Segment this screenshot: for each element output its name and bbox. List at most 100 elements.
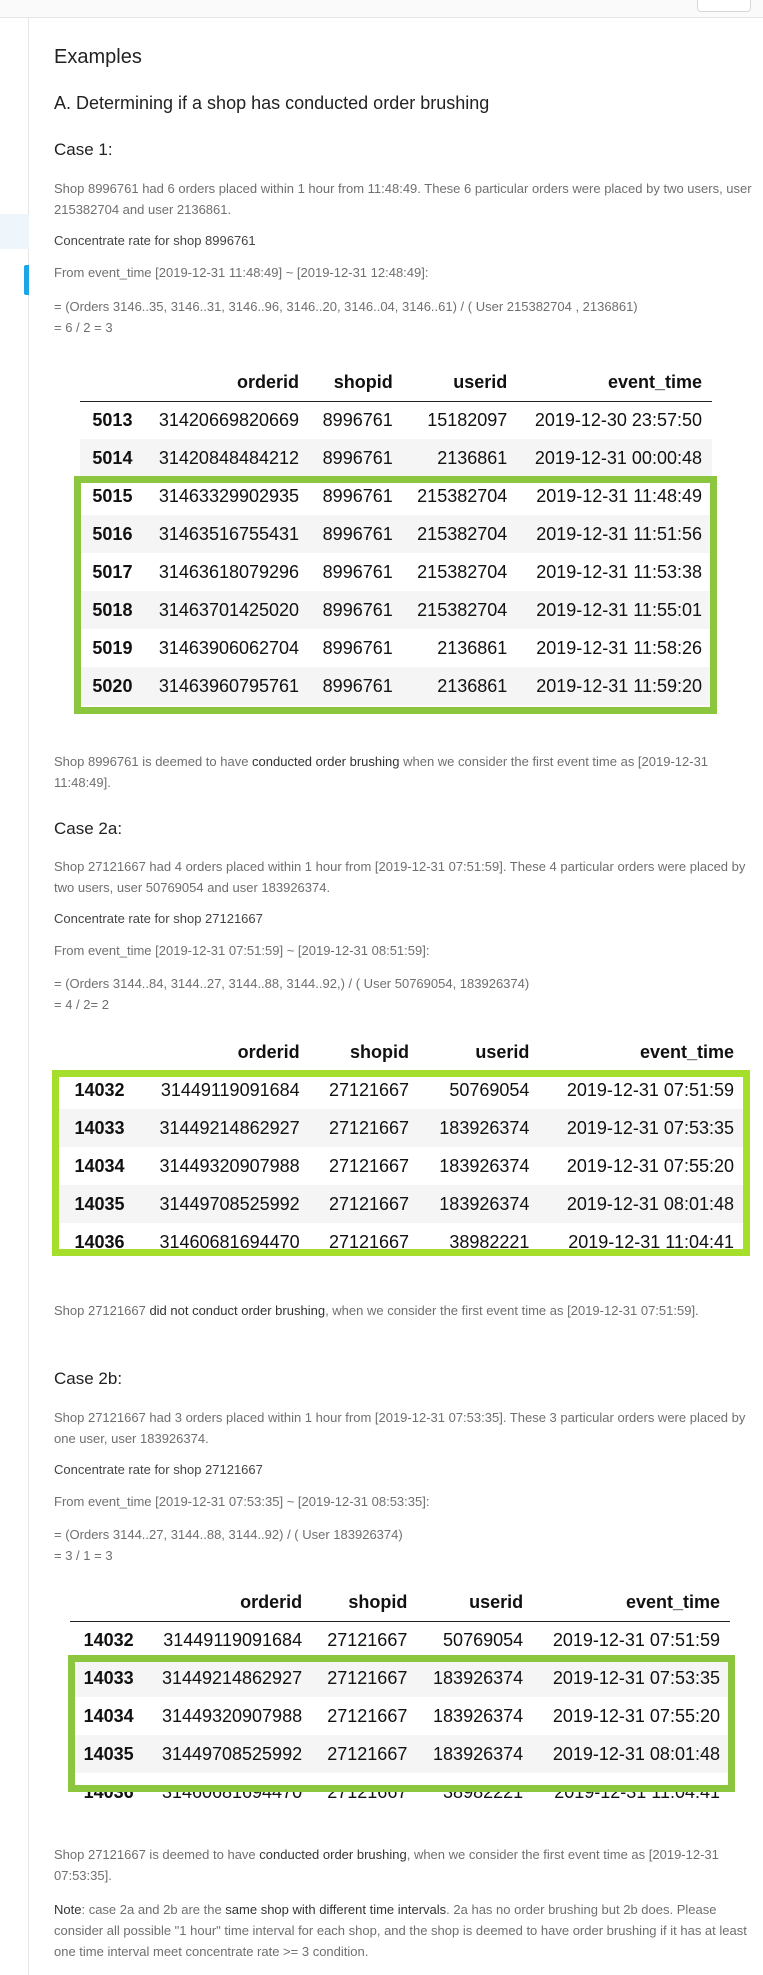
table-row: 14035 31449708525992 27121667 183926374 2019… — [70, 1735, 730, 1773]
case1-table: orderid shopid userid event_time 5013 3142066… — [80, 365, 712, 705]
case2b-table: orderid shopid userid event_time 14032 314491… — [70, 1585, 730, 1811]
conclusion-emphasis: conducted order brushing — [252, 754, 400, 769]
table-cell: 215382704 — [417, 561, 508, 582]
table-cell: 2019-12-31 11:48:49 — [536, 485, 702, 506]
column-header: shopid — [309, 1035, 420, 1072]
table-row: 5019 31463906062704 8996761 2136861 2019-12-… — [80, 629, 712, 667]
table-cell: 31449214862927 — [143, 1659, 313, 1697]
case2a-table: orderid shopid userid event_time 14032 314491… — [58, 1035, 744, 1261]
table-row: 14034 31449320907988 27121667 183926374 2019… — [70, 1697, 730, 1735]
table-cell: 215382704 — [402, 591, 518, 629]
table-row: 5020 31463960795761 8996761 2136861 2019-12-… — [80, 667, 712, 705]
sidebar-tab-indicator[interactable] — [24, 265, 29, 295]
table-cell: 31463329902935 — [158, 485, 300, 506]
table-cell: 31449320907988 — [161, 1705, 303, 1726]
table-row: 14033 31449214862927 27121667 183926374 2019… — [58, 1109, 744, 1147]
row-index: 14036 — [74, 1231, 125, 1252]
table-cell: 8996761 — [309, 667, 403, 705]
conclusion-text: , when we consider the first event time … — [325, 1303, 699, 1318]
table-cell: 8996761 — [322, 485, 393, 506]
table-cell: 31449320907988 — [159, 1155, 300, 1176]
table-cell: 31463516755431 — [142, 515, 310, 553]
case1-time-range: From event_time [2019-12-31 11:48:49] ~ … — [54, 265, 429, 280]
table-row: 5013 31420669820669 8996761 15182097 2019-12… — [80, 401, 712, 439]
table-cell: 8996761 — [309, 591, 403, 629]
conclusion-text: Shop 27121667 — [54, 1303, 150, 1318]
table-cell: 2019-12-31 07:51:59 — [552, 1629, 720, 1650]
table-cell: 31449119091684 — [160, 1079, 300, 1100]
table-cell: 2019-12-31 08:01:48 — [533, 1735, 730, 1773]
table-row: 5017 31463618079296 8996761 215382704 2019-1… — [80, 553, 712, 591]
table-cell: 2019-12-31 07:53:35 — [533, 1659, 730, 1697]
table-cell: 2019-12-31 07:55:20 — [566, 1155, 734, 1176]
table-cell: 31463960795761 — [142, 667, 310, 705]
table-cell: 31449708525992 — [134, 1185, 310, 1223]
row-index: 14034 — [83, 1705, 134, 1726]
table-row: 14033 31449214862927 27121667 183926374 2019… — [70, 1659, 730, 1697]
row-index: 5018 — [80, 591, 143, 629]
table-cell: 27121667 — [309, 1109, 420, 1147]
table-cell: 183926374 — [433, 1705, 524, 1726]
row-index: 14033 — [58, 1109, 135, 1147]
case1-heading: Case 1: — [54, 140, 113, 159]
row-index: 5019 — [92, 637, 133, 658]
table-row: 14036 31460681694470 27121667 38982221 2019-… — [70, 1773, 730, 1811]
note-emphasis: same shop with different time intervals — [225, 1902, 447, 1917]
row-index: 14032 — [83, 1629, 134, 1650]
table-cell: 2136861 — [437, 637, 508, 658]
note-paragraph: Note: case 2a and 2b are the same shop w… — [54, 1899, 754, 1962]
column-header: userid — [417, 1585, 534, 1622]
case2b-description: Shop 27121667 had 3 orders placed within… — [54, 1410, 746, 1446]
row-index: 5015 — [92, 485, 133, 506]
row-index: 5016 — [80, 515, 143, 553]
row-index: 5017 — [92, 561, 133, 582]
table-cell: 27121667 — [312, 1735, 418, 1773]
column-header: event_time — [539, 1035, 744, 1072]
table-row: 14032 31449119091684 27121667 50769054 2019-… — [70, 1621, 730, 1659]
table-cell: 27121667 — [328, 1079, 410, 1100]
table-cell: 8996761 — [322, 637, 393, 658]
table-cell: 27121667 — [328, 1155, 410, 1176]
case1-conclusion: Shop 8996761 is deemed to have conducted… — [54, 751, 754, 793]
case2a-description: Shop 27121667 had 4 orders placed within… — [54, 859, 746, 895]
table-cell: 2136861 — [402, 667, 518, 705]
table-cell: 8996761 — [309, 439, 403, 477]
table-cell: 2019-12-31 11:59:20 — [517, 667, 712, 705]
sidebar-item-active[interactable] — [0, 214, 29, 249]
table-cell: 183926374 — [417, 1659, 534, 1697]
column-header: shopid — [312, 1585, 418, 1622]
table-cell: 183926374 — [439, 1155, 530, 1176]
column-header: orderid — [142, 365, 310, 402]
table-cell: 2019-12-31 08:01:48 — [539, 1185, 744, 1223]
table-cell: 8996761 — [322, 561, 393, 582]
table-cell: 50769054 — [443, 1629, 524, 1650]
column-header: orderid — [134, 1035, 310, 1072]
case2a-conclusion: Shop 27121667 did not conduct order brus… — [54, 1300, 754, 1321]
row-index: 5020 — [80, 667, 143, 705]
case2b-conclusion: Shop 27121667 is deemed to have conducte… — [54, 1844, 754, 1886]
column-header: shopid — [309, 365, 403, 402]
conclusion-text: , when we consider the first event time … — [54, 1847, 719, 1883]
table-cell: 15182097 — [427, 409, 508, 430]
section-heading: A. Determining if a shop has conducted o… — [54, 93, 490, 113]
toolbar-button[interactable] — [697, 0, 751, 12]
case2b-calc-line2: = 3 / 1 = 3 — [54, 1548, 113, 1563]
table-cell: 31460681694470 — [161, 1781, 303, 1802]
table-cell: 2136861 — [402, 439, 518, 477]
table-cell: 215382704 — [417, 485, 508, 506]
case2b-rate-title: Concentrate rate for shop 27121667 — [54, 1462, 263, 1477]
table-cell: 2019-12-31 00:00:48 — [517, 439, 712, 477]
table-cell: 31420669820669 — [158, 409, 300, 430]
column-header: userid — [419, 1035, 540, 1072]
case2b-heading: Case 2b: — [54, 1369, 123, 1388]
case2b-time-range: From event_time [2019-12-31 07:53:35] ~ … — [54, 1494, 430, 1509]
table-cell: 27121667 — [309, 1185, 420, 1223]
table-cell: 31463701425020 — [142, 591, 310, 629]
table-cell: 27121667 — [312, 1659, 418, 1697]
case2a-time-range: From event_time [2019-12-31 07:51:59] ~ … — [54, 943, 430, 958]
conclusion-emphasis: did not conduct order brushing — [149, 1303, 326, 1318]
column-header: orderid — [143, 1585, 313, 1622]
table-cell: 31449119091684 — [163, 1629, 303, 1650]
table-row: 5014 31420848484212 8996761 2136861 2019-12-… — [80, 439, 712, 477]
table-cell: 2019-12-31 11:04:41 — [568, 1231, 734, 1252]
